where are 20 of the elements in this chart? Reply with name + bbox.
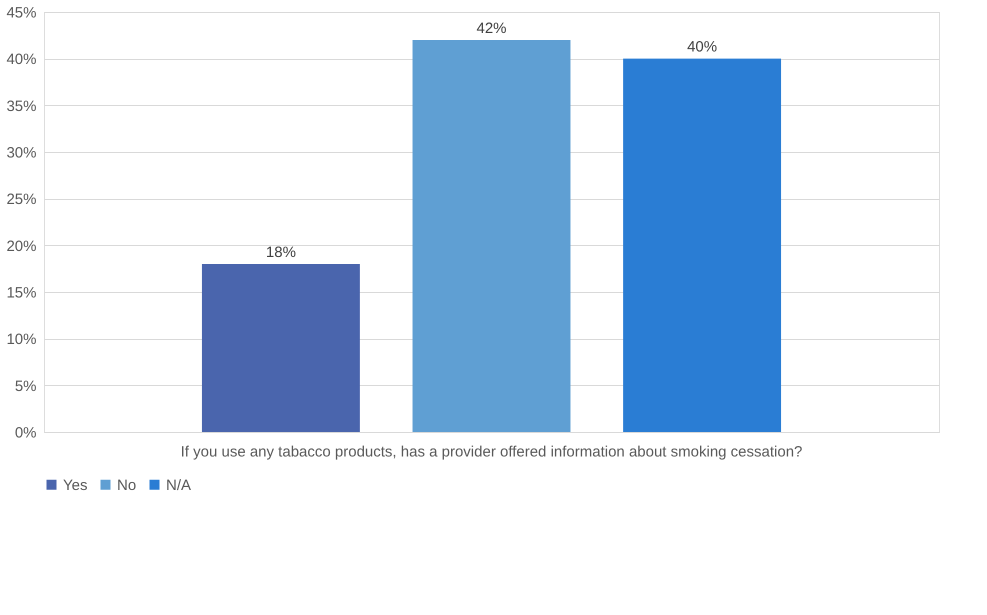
y-tick-label: 45% bbox=[6, 4, 36, 22]
y-tick-label: 35% bbox=[6, 98, 36, 115]
y-tick-label: 20% bbox=[6, 238, 36, 255]
data-label: 18% bbox=[266, 244, 296, 261]
x-tick-label: If you use any tabacco products, has a provider offered information about smoking cessation? bbox=[180, 444, 802, 460]
legend-label: N/A bbox=[166, 476, 192, 494]
bar bbox=[623, 58, 782, 432]
y-tick-label: 10% bbox=[6, 331, 36, 348]
legend-label: No bbox=[117, 476, 136, 494]
bar bbox=[202, 264, 360, 432]
y-tick-label: 30% bbox=[6, 144, 36, 162]
legend-label: Yes bbox=[63, 476, 88, 494]
y-tick-label: 15% bbox=[6, 284, 36, 302]
y-tick-label: 40% bbox=[6, 51, 36, 68]
y-tick-label: 5% bbox=[14, 378, 36, 395]
data-label: 42% bbox=[476, 20, 507, 37]
bar bbox=[412, 40, 570, 432]
y-tick-label: 0% bbox=[14, 424, 36, 442]
y-tick-label: 25% bbox=[6, 191, 36, 208]
data-label: 40% bbox=[687, 38, 718, 56]
